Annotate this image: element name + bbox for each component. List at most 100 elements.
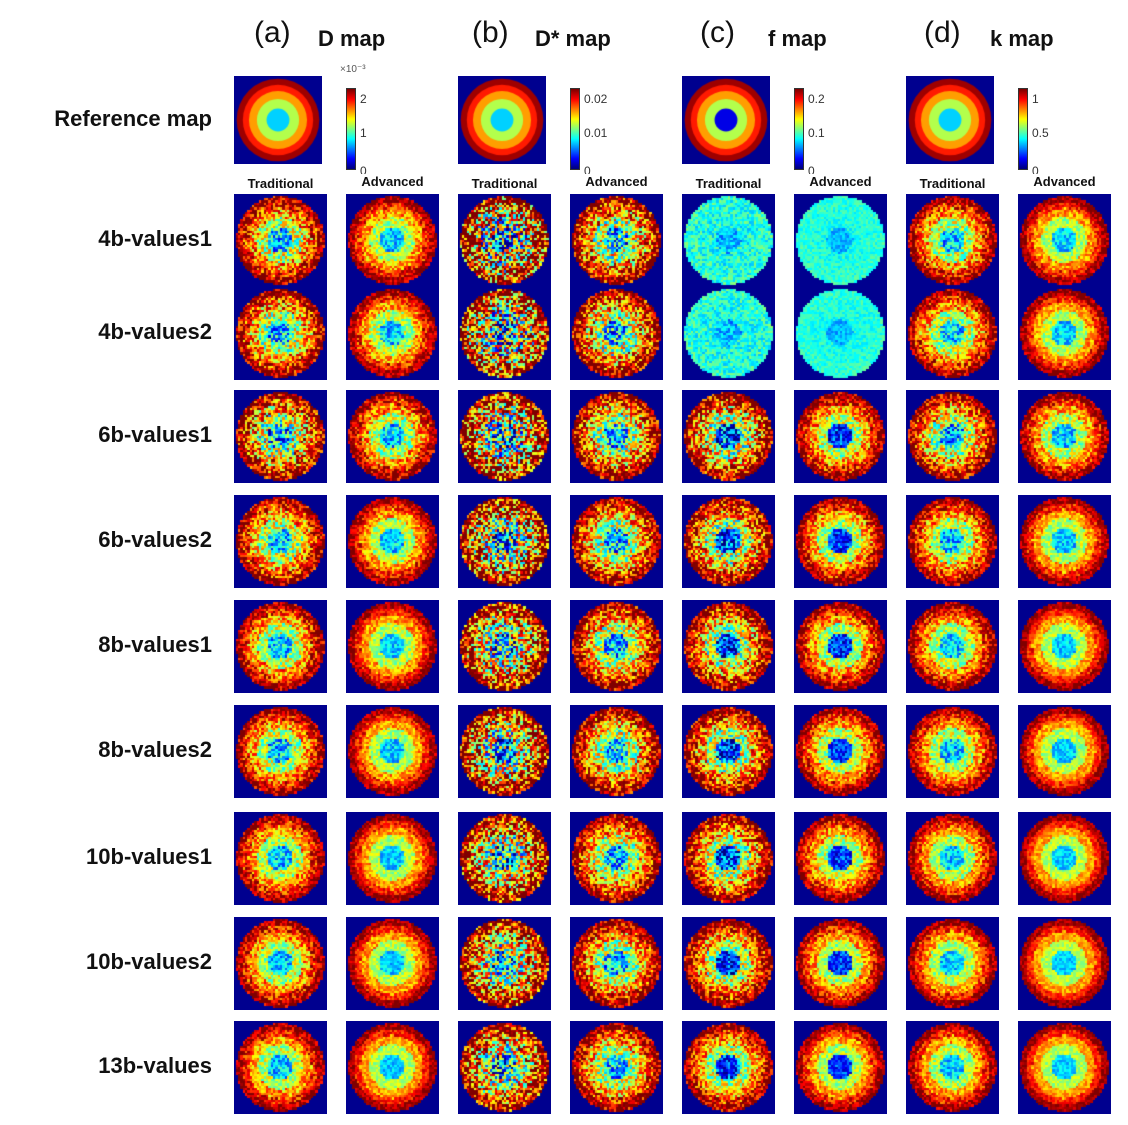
map-canvas — [682, 495, 775, 588]
column-letter: (b) — [472, 16, 509, 49]
map-canvas — [458, 705, 551, 798]
traditional-map-image — [906, 287, 999, 380]
advanced-map-image — [794, 812, 887, 905]
map-canvas — [458, 287, 551, 380]
map-canvas — [234, 917, 327, 1010]
map-canvas — [1018, 917, 1111, 1010]
reference-map-canvas — [682, 76, 770, 164]
advanced-map-image — [570, 287, 663, 380]
colorbar-tick-label: 0.2 — [808, 92, 825, 106]
traditional-map-image — [234, 600, 327, 693]
map-canvas — [1018, 495, 1111, 588]
map-canvas — [234, 287, 327, 380]
map-canvas — [906, 390, 999, 483]
colorbar-tick-label: 1 — [360, 126, 367, 140]
advanced-map-image — [346, 287, 439, 380]
advanced-map-image — [346, 495, 439, 588]
map-canvas — [570, 390, 663, 483]
map-canvas — [794, 287, 887, 380]
map-canvas — [682, 1021, 775, 1114]
traditional-map-image — [234, 390, 327, 483]
traditional-map-image — [682, 287, 775, 380]
column-title: k map — [990, 26, 1054, 51]
traditional-map-image — [906, 812, 999, 905]
method-label-traditional: Traditional — [906, 176, 999, 192]
traditional-map-image — [682, 1021, 775, 1114]
map-canvas — [570, 1021, 663, 1114]
advanced-map-image — [346, 600, 439, 693]
method-label-advanced: Advanced — [346, 174, 439, 190]
colorbar-tick-label: 1 — [1032, 92, 1039, 106]
traditional-map-image — [458, 287, 551, 380]
map-canvas — [682, 390, 775, 483]
traditional-map-image — [906, 705, 999, 798]
column-letter: (d) — [924, 16, 961, 49]
advanced-map-image — [794, 705, 887, 798]
traditional-map-image — [458, 600, 551, 693]
reference-map-label: Reference map — [54, 106, 212, 131]
colorbar-tick-label: 0.01 — [584, 126, 608, 140]
traditional-map-image — [234, 705, 327, 798]
map-canvas — [906, 194, 999, 287]
advanced-map-image — [570, 194, 663, 287]
reference-map-image — [234, 76, 322, 164]
traditional-map-image — [682, 390, 775, 483]
colorbar-tick-label: 0 — [808, 164, 815, 178]
traditional-map-image — [234, 194, 327, 287]
row-label: 10b-values2 — [86, 949, 212, 974]
colorbar-tick-label: 0 — [1032, 164, 1039, 178]
colorbar — [570, 88, 580, 170]
map-canvas — [906, 705, 999, 798]
colorbar-tick-label: 0 — [584, 164, 591, 178]
map-canvas — [794, 600, 887, 693]
map-canvas — [906, 917, 999, 1010]
map-canvas — [682, 917, 775, 1010]
traditional-map-image — [458, 917, 551, 1010]
advanced-map-image — [794, 390, 887, 483]
map-canvas — [234, 600, 327, 693]
map-canvas — [570, 812, 663, 905]
map-canvas — [346, 812, 439, 905]
map-canvas — [682, 812, 775, 905]
traditional-map-image — [234, 287, 327, 380]
advanced-map-image — [346, 194, 439, 287]
colorbar-tick-label: 0.1 — [808, 126, 825, 140]
map-canvas — [234, 1021, 327, 1114]
traditional-map-image — [906, 194, 999, 287]
map-canvas — [458, 917, 551, 1010]
map-canvas — [1018, 705, 1111, 798]
traditional-map-image — [906, 600, 999, 693]
colorbar-tick-label: 2 — [360, 92, 367, 106]
map-canvas — [1018, 1021, 1111, 1114]
reference-map-image — [906, 76, 994, 164]
traditional-map-image — [906, 1021, 999, 1114]
map-canvas — [794, 495, 887, 588]
row-label: 8b-values2 — [98, 737, 212, 762]
map-canvas — [458, 495, 551, 588]
map-canvas — [1018, 600, 1111, 693]
map-canvas — [1018, 287, 1111, 380]
map-canvas — [346, 917, 439, 1010]
colorbar-tick-label: 0.5 — [1032, 126, 1049, 140]
map-canvas — [346, 600, 439, 693]
traditional-map-image — [906, 917, 999, 1010]
column-title: D map — [318, 26, 386, 51]
advanced-map-image — [346, 390, 439, 483]
advanced-map-image — [794, 1021, 887, 1114]
advanced-map-image — [1018, 917, 1111, 1010]
advanced-map-image — [346, 917, 439, 1010]
colorbar-gradient — [795, 89, 803, 169]
reference-map-canvas — [234, 76, 322, 164]
advanced-map-image — [1018, 600, 1111, 693]
advanced-map-image — [346, 1021, 439, 1114]
advanced-map-image — [570, 600, 663, 693]
map-canvas — [346, 495, 439, 588]
reference-map-canvas — [458, 76, 546, 164]
map-canvas — [234, 194, 327, 287]
traditional-map-image — [458, 1021, 551, 1114]
column-title: f map — [768, 26, 827, 51]
traditional-map-image — [458, 705, 551, 798]
map-canvas — [682, 194, 775, 287]
map-canvas — [794, 1021, 887, 1114]
